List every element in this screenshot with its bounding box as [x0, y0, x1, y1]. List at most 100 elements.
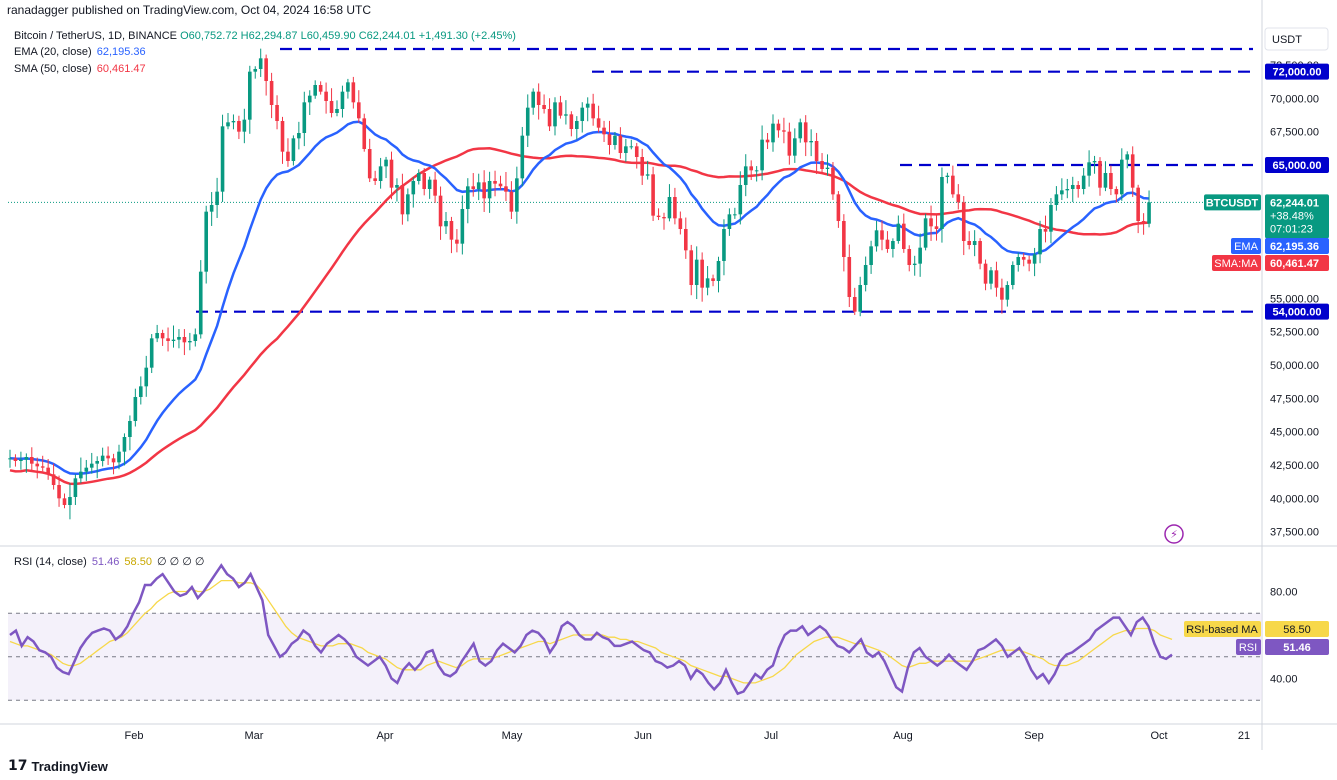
- candle-body: [427, 179, 432, 189]
- candle-body: [580, 107, 585, 121]
- candle-body: [798, 122, 803, 139]
- time-tick-label: Sep: [1024, 730, 1044, 742]
- candle-body: [634, 146, 639, 157]
- candle-body: [602, 127, 606, 135]
- candle-body: [694, 259, 699, 285]
- candle-body: [983, 263, 988, 284]
- rsi-line[interactable]: [9, 563, 1173, 696]
- candle-body: [673, 197, 677, 219]
- candle-body: [814, 141, 819, 161]
- candle-body: [1081, 175, 1086, 189]
- candle-body: [1011, 265, 1015, 285]
- candle-body: [493, 181, 497, 184]
- candle-body: [640, 157, 644, 176]
- candle-body: [19, 459, 23, 461]
- candle-body: [1016, 257, 1021, 265]
- ema-legend-label: EMA (20, close): [14, 46, 92, 58]
- candle-body: [743, 166, 748, 185]
- candle-body: [444, 221, 448, 227]
- candle-body: [771, 123, 775, 143]
- candle-body: [209, 205, 214, 212]
- candle-body: [1136, 187, 1140, 221]
- candle-body: [57, 485, 61, 499]
- candle-body: [978, 241, 982, 264]
- candle-body: [351, 82, 356, 103]
- footer-brand: TradingView: [31, 758, 108, 774]
- symbol-title: Bitcoin / TetherUS, 1D, BINANCE: [14, 30, 178, 42]
- candle-body: [520, 135, 525, 179]
- symbol-legend: Bitcoin / TetherUS, 1D, BINANCE O60,752.…: [14, 30, 516, 42]
- candle-body: [400, 185, 405, 215]
- candle-body: [476, 182, 481, 189]
- candle-body: [825, 167, 830, 169]
- candle-body: [73, 478, 78, 497]
- candle-body: [967, 241, 971, 245]
- candle-body: [411, 181, 416, 195]
- sma-legend[interactable]: SMA (50, close) 60,461.47: [14, 63, 146, 75]
- candle-body: [852, 297, 857, 312]
- time-tick-label: Feb: [125, 730, 144, 742]
- candle-body: [264, 58, 268, 81]
- ema-legend[interactable]: EMA (20, close) 62,195.36: [14, 46, 146, 58]
- candle-body: [645, 174, 650, 176]
- price-tick-label: 52,500.00: [1270, 327, 1319, 339]
- candle-body: [231, 121, 236, 123]
- candle-body: [564, 114, 568, 116]
- candle-body: [716, 261, 721, 281]
- candle-body: [1103, 173, 1108, 188]
- candle-body: [286, 151, 290, 161]
- candle-body: [1125, 154, 1130, 160]
- candle-body: [1109, 173, 1113, 189]
- ema-20-line[interactable]: [9, 120, 1150, 476]
- candle-body: [307, 95, 312, 103]
- candle-body: [972, 241, 977, 245]
- tradingview-logo-icon: 𝟭𝟳: [8, 758, 28, 774]
- time-tick-label: Mar: [245, 730, 264, 742]
- candle-body: [1098, 161, 1102, 188]
- candle-body: [912, 263, 917, 265]
- candle-body: [918, 247, 922, 264]
- candle-body: [242, 119, 247, 132]
- tradingview-footer[interactable]: 𝟭𝟳 TradingView: [8, 758, 108, 774]
- rsi-legend-extra: ∅ ∅ ∅ ∅: [157, 556, 205, 568]
- ema-label-tag: [1231, 238, 1261, 254]
- candle-body: [809, 141, 813, 143]
- candle-body: [100, 455, 105, 461]
- candle-body: [95, 461, 99, 464]
- candle-body: [1114, 189, 1119, 195]
- sma-50-line[interactable]: [9, 147, 1150, 486]
- candle-body: [106, 455, 110, 459]
- currency-box[interactable]: [1264, 27, 1329, 51]
- candle-body: [1038, 229, 1042, 255]
- btc-price-tag-text: 07:01:23: [1270, 223, 1313, 235]
- candle-body: [160, 333, 165, 339]
- btc-price-tag-text: +38.48%: [1270, 210, 1314, 222]
- candle-body: [733, 214, 737, 216]
- ohlc-close: C62,244.01: [358, 30, 416, 42]
- candle-body: [624, 146, 628, 153]
- candle-body: [896, 223, 901, 241]
- time-tick-label: Aug: [893, 730, 913, 742]
- candle-body: [455, 239, 459, 244]
- lightning-icon[interactable]: [1164, 524, 1184, 544]
- candle-body: [951, 175, 955, 195]
- candle-body: [384, 159, 388, 167]
- candle-body: [765, 139, 770, 143]
- candle-body: [122, 437, 127, 452]
- candle-body: [471, 186, 476, 189]
- rsi-legend[interactable]: RSI (14, close) 51.46 58.50 ∅ ∅ ∅ ∅: [14, 555, 205, 568]
- time-tick-label: Apr: [376, 730, 393, 742]
- sma-price-text: 60,461.47: [1270, 258, 1319, 270]
- candle-body: [525, 107, 530, 136]
- candle-body: [705, 278, 710, 288]
- rsi-label-text: RSI: [1239, 642, 1257, 654]
- candle-body: [885, 239, 890, 249]
- candle-body: [531, 91, 535, 108]
- candle-body: [684, 229, 688, 251]
- currency-label: USDT: [1272, 34, 1302, 46]
- candle-body: [373, 178, 377, 181]
- candle-body: [487, 181, 492, 199]
- candle-body: [1147, 202, 1151, 224]
- candle-body: [1087, 162, 1091, 176]
